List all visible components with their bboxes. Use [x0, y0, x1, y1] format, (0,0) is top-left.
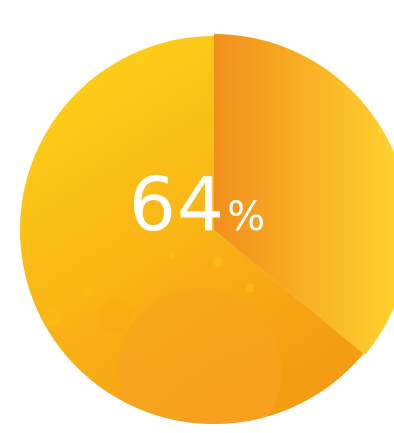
bubble-decoration: [169, 252, 175, 258]
bubble-decoration: [118, 288, 282, 425]
bubble-texture: [35, 252, 282, 425]
bubble-decoration: [35, 355, 41, 361]
pie-slice-minor: [214, 34, 394, 355]
bubble-decoration: [99, 300, 131, 332]
bubble-decoration: [83, 287, 93, 297]
percentage-value: 64: [128, 162, 226, 248]
percentage-label: 64%: [0, 168, 394, 242]
bubble-decoration: [43, 309, 61, 327]
bubble-decoration: [246, 284, 254, 292]
percentage-unit: %: [227, 194, 266, 240]
bubble-decoration: [213, 257, 223, 267]
